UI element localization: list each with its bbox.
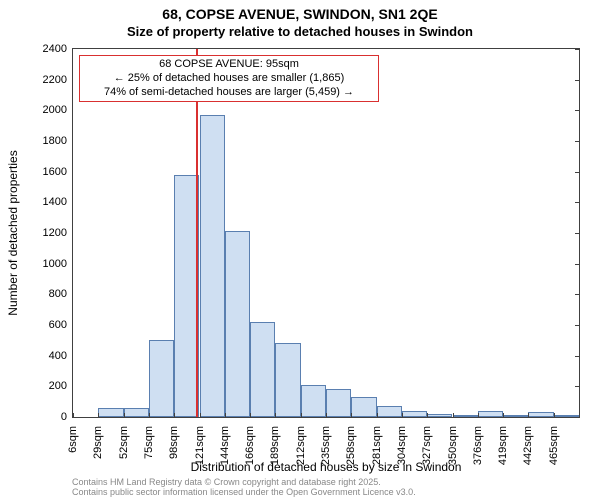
histogram-bar <box>528 412 553 417</box>
histogram-bar <box>200 115 225 417</box>
x-tick-mark <box>225 413 226 418</box>
histogram-bar <box>326 389 351 417</box>
x-tick-mark <box>351 413 352 418</box>
histogram-bar <box>351 397 376 417</box>
y-tick-mark <box>575 325 580 326</box>
x-tick-label: 235sqm <box>320 422 332 465</box>
footer-line-1: Contains HM Land Registry data © Crown c… <box>72 477 580 487</box>
plot-area: 0200400600800100012001400160018002000220… <box>72 48 580 418</box>
footer-line-2: Contains public sector information licen… <box>72 487 580 497</box>
x-tick-label: 6sqm <box>67 422 79 453</box>
annotation-line: 74% of semi-detached houses are larger (… <box>84 86 374 100</box>
histogram-bar <box>98 408 123 417</box>
x-tick-mark <box>174 413 175 418</box>
x-tick-mark <box>73 413 74 418</box>
x-tick-mark <box>124 413 125 418</box>
y-tick-label: 1400 <box>43 196 73 208</box>
y-tick-mark <box>575 80 580 81</box>
y-tick-label: 400 <box>49 350 73 362</box>
histogram-bar <box>503 415 528 417</box>
histogram-bar <box>427 414 452 417</box>
y-tick-mark <box>575 417 580 418</box>
histogram-bar <box>124 408 149 417</box>
annotation-box: 68 COPSE AVENUE: 95sqm← 25% of detached … <box>79 55 379 102</box>
x-tick-mark <box>98 413 99 418</box>
annotation-line: ← 25% of detached houses are smaller (1,… <box>84 72 374 86</box>
x-tick-mark <box>453 413 454 418</box>
y-tick-mark <box>575 386 580 387</box>
x-tick-label: 327sqm <box>421 422 433 465</box>
y-tick-mark <box>575 141 580 142</box>
histogram-bar <box>275 343 300 417</box>
y-tick-label: 1800 <box>43 135 73 147</box>
y-tick-mark <box>575 110 580 111</box>
x-tick-label: 52sqm <box>118 422 130 459</box>
histogram-bar <box>478 411 503 417</box>
y-tick-label: 600 <box>49 319 73 331</box>
x-tick-mark <box>275 413 276 418</box>
y-tick-mark <box>575 49 580 50</box>
histogram-bar <box>453 415 478 417</box>
y-tick-mark <box>575 356 580 357</box>
x-tick-label: 212sqm <box>295 422 307 465</box>
x-tick-label: 350sqm <box>447 422 459 465</box>
histogram-bar <box>377 406 402 417</box>
y-tick-mark <box>575 233 580 234</box>
x-tick-label: 419sqm <box>497 422 509 465</box>
y-tick-mark <box>575 172 580 173</box>
y-axis-label: Number of detached properties <box>6 48 24 418</box>
x-tick-label: 121sqm <box>194 422 206 465</box>
x-tick-mark <box>478 413 479 418</box>
x-tick-label: 29sqm <box>92 422 104 459</box>
x-tick-label: 166sqm <box>244 422 256 465</box>
y-tick-label: 200 <box>49 380 73 392</box>
x-tick-label: 304sqm <box>396 422 408 465</box>
y-tick-mark <box>575 294 580 295</box>
x-tick-label: 144sqm <box>219 422 231 465</box>
y-tick-label: 1200 <box>43 227 73 239</box>
chart-container: 68, COPSE AVENUE, SWINDON, SN1 2QE Size … <box>0 0 600 500</box>
x-tick-label: 465sqm <box>548 422 560 465</box>
chart-title-sub: Size of property relative to detached ho… <box>0 24 600 39</box>
x-tick-label: 258sqm <box>345 422 357 465</box>
x-axis-label: Distribution of detached houses by size … <box>72 460 580 474</box>
x-tick-label: 376sqm <box>472 422 484 465</box>
x-tick-mark <box>200 413 201 418</box>
x-tick-label: 75sqm <box>143 422 155 459</box>
x-tick-label: 442sqm <box>522 422 534 465</box>
x-tick-mark <box>402 413 403 418</box>
y-tick-mark <box>575 264 580 265</box>
x-tick-mark <box>326 413 327 418</box>
y-tick-label: 1000 <box>43 258 73 270</box>
x-tick-mark <box>427 413 428 418</box>
histogram-bar <box>250 322 275 417</box>
chart-footer: Contains HM Land Registry data © Crown c… <box>72 477 580 498</box>
chart-title-main: 68, COPSE AVENUE, SWINDON, SN1 2QE <box>0 6 600 22</box>
x-tick-label: 98sqm <box>168 422 180 459</box>
x-tick-mark <box>528 413 529 418</box>
y-tick-label: 2400 <box>43 43 73 55</box>
x-tick-mark <box>301 413 302 418</box>
histogram-bar <box>225 231 250 417</box>
y-tick-label: 1600 <box>43 166 73 178</box>
annotation-line: 68 COPSE AVENUE: 95sqm <box>84 58 374 72</box>
histogram-bar <box>149 340 174 417</box>
property-marker-line <box>196 49 198 417</box>
histogram-bar <box>301 385 326 417</box>
x-tick-label: 281sqm <box>371 422 383 465</box>
y-tick-label: 800 <box>49 288 73 300</box>
x-tick-label: 189sqm <box>269 422 281 465</box>
x-tick-mark <box>503 413 504 418</box>
y-tick-label: 2000 <box>43 104 73 116</box>
histogram-bar <box>402 411 427 417</box>
x-tick-mark <box>250 413 251 418</box>
y-tick-mark <box>575 202 580 203</box>
x-tick-mark <box>554 413 555 418</box>
x-tick-mark <box>149 413 150 418</box>
histogram-bar <box>554 415 579 417</box>
y-tick-label: 2200 <box>43 74 73 86</box>
x-tick-mark <box>377 413 378 418</box>
